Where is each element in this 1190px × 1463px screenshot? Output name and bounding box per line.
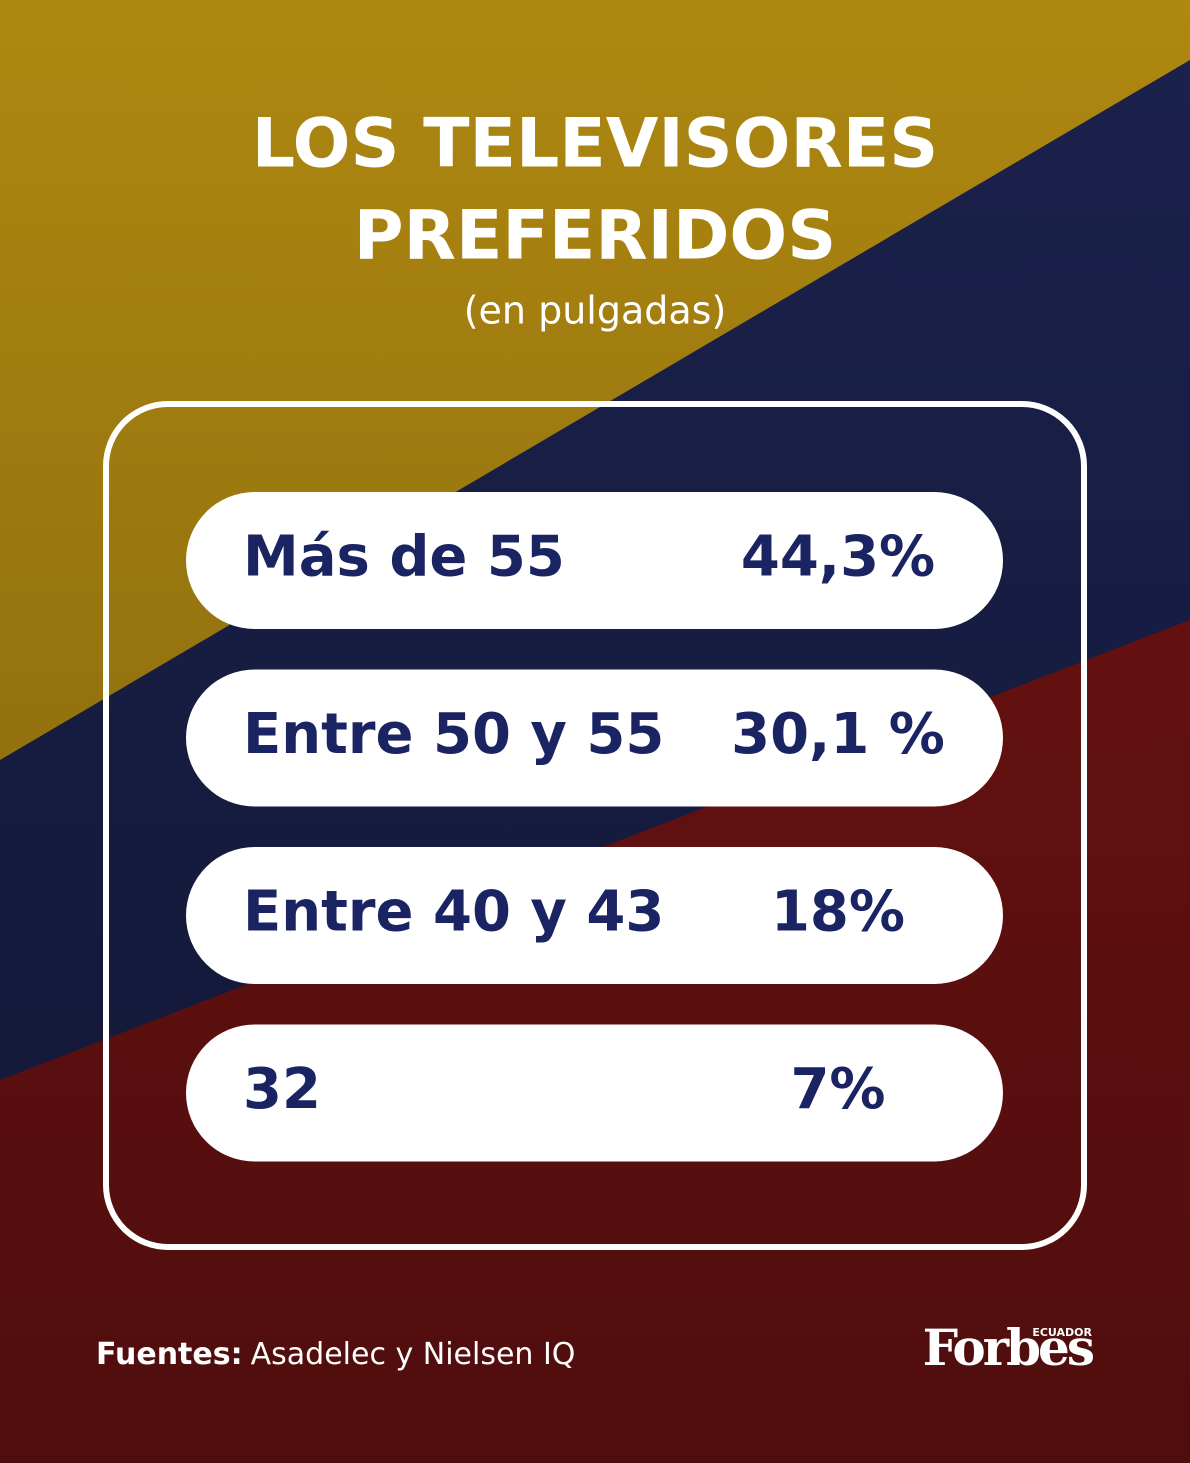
panel-border	[103, 401, 1087, 1250]
row-label: Entre 50 y 55	[243, 702, 664, 767]
source-label: Fuentes:	[96, 1337, 243, 1372]
title-line: LOS TELEVISORES	[252, 105, 938, 184]
row-pill	[186, 847, 1003, 984]
row-label: 32	[243, 1057, 321, 1122]
row-label: Más de 55	[243, 525, 565, 590]
row-value: 18%	[771, 880, 905, 945]
logo-edition: ECUADOR	[1032, 1326, 1092, 1339]
row-value: 7%	[790, 1057, 885, 1122]
subtitle: (en pulgadas)	[464, 289, 727, 333]
row-value: 44,3%	[741, 525, 935, 590]
row-pill	[186, 492, 1003, 629]
row-label: Entre 40 y 43	[243, 880, 664, 945]
row-pill	[186, 669, 1003, 807]
row-pill	[186, 1024, 1003, 1162]
title-line: PREFERIDOS	[354, 197, 836, 276]
source-text: Asadelec y Nielsen IQ	[251, 1337, 576, 1372]
logo: Forbes	[923, 1318, 1094, 1377]
rows: Más de 55 44,3% Entre 50 y 55 30,1 % Entre 4…	[186, 492, 1003, 1162]
row-value: 30,1 %	[731, 702, 945, 767]
source: Fuentes: Asadelec y Nielsen IQ	[96, 1337, 575, 1372]
